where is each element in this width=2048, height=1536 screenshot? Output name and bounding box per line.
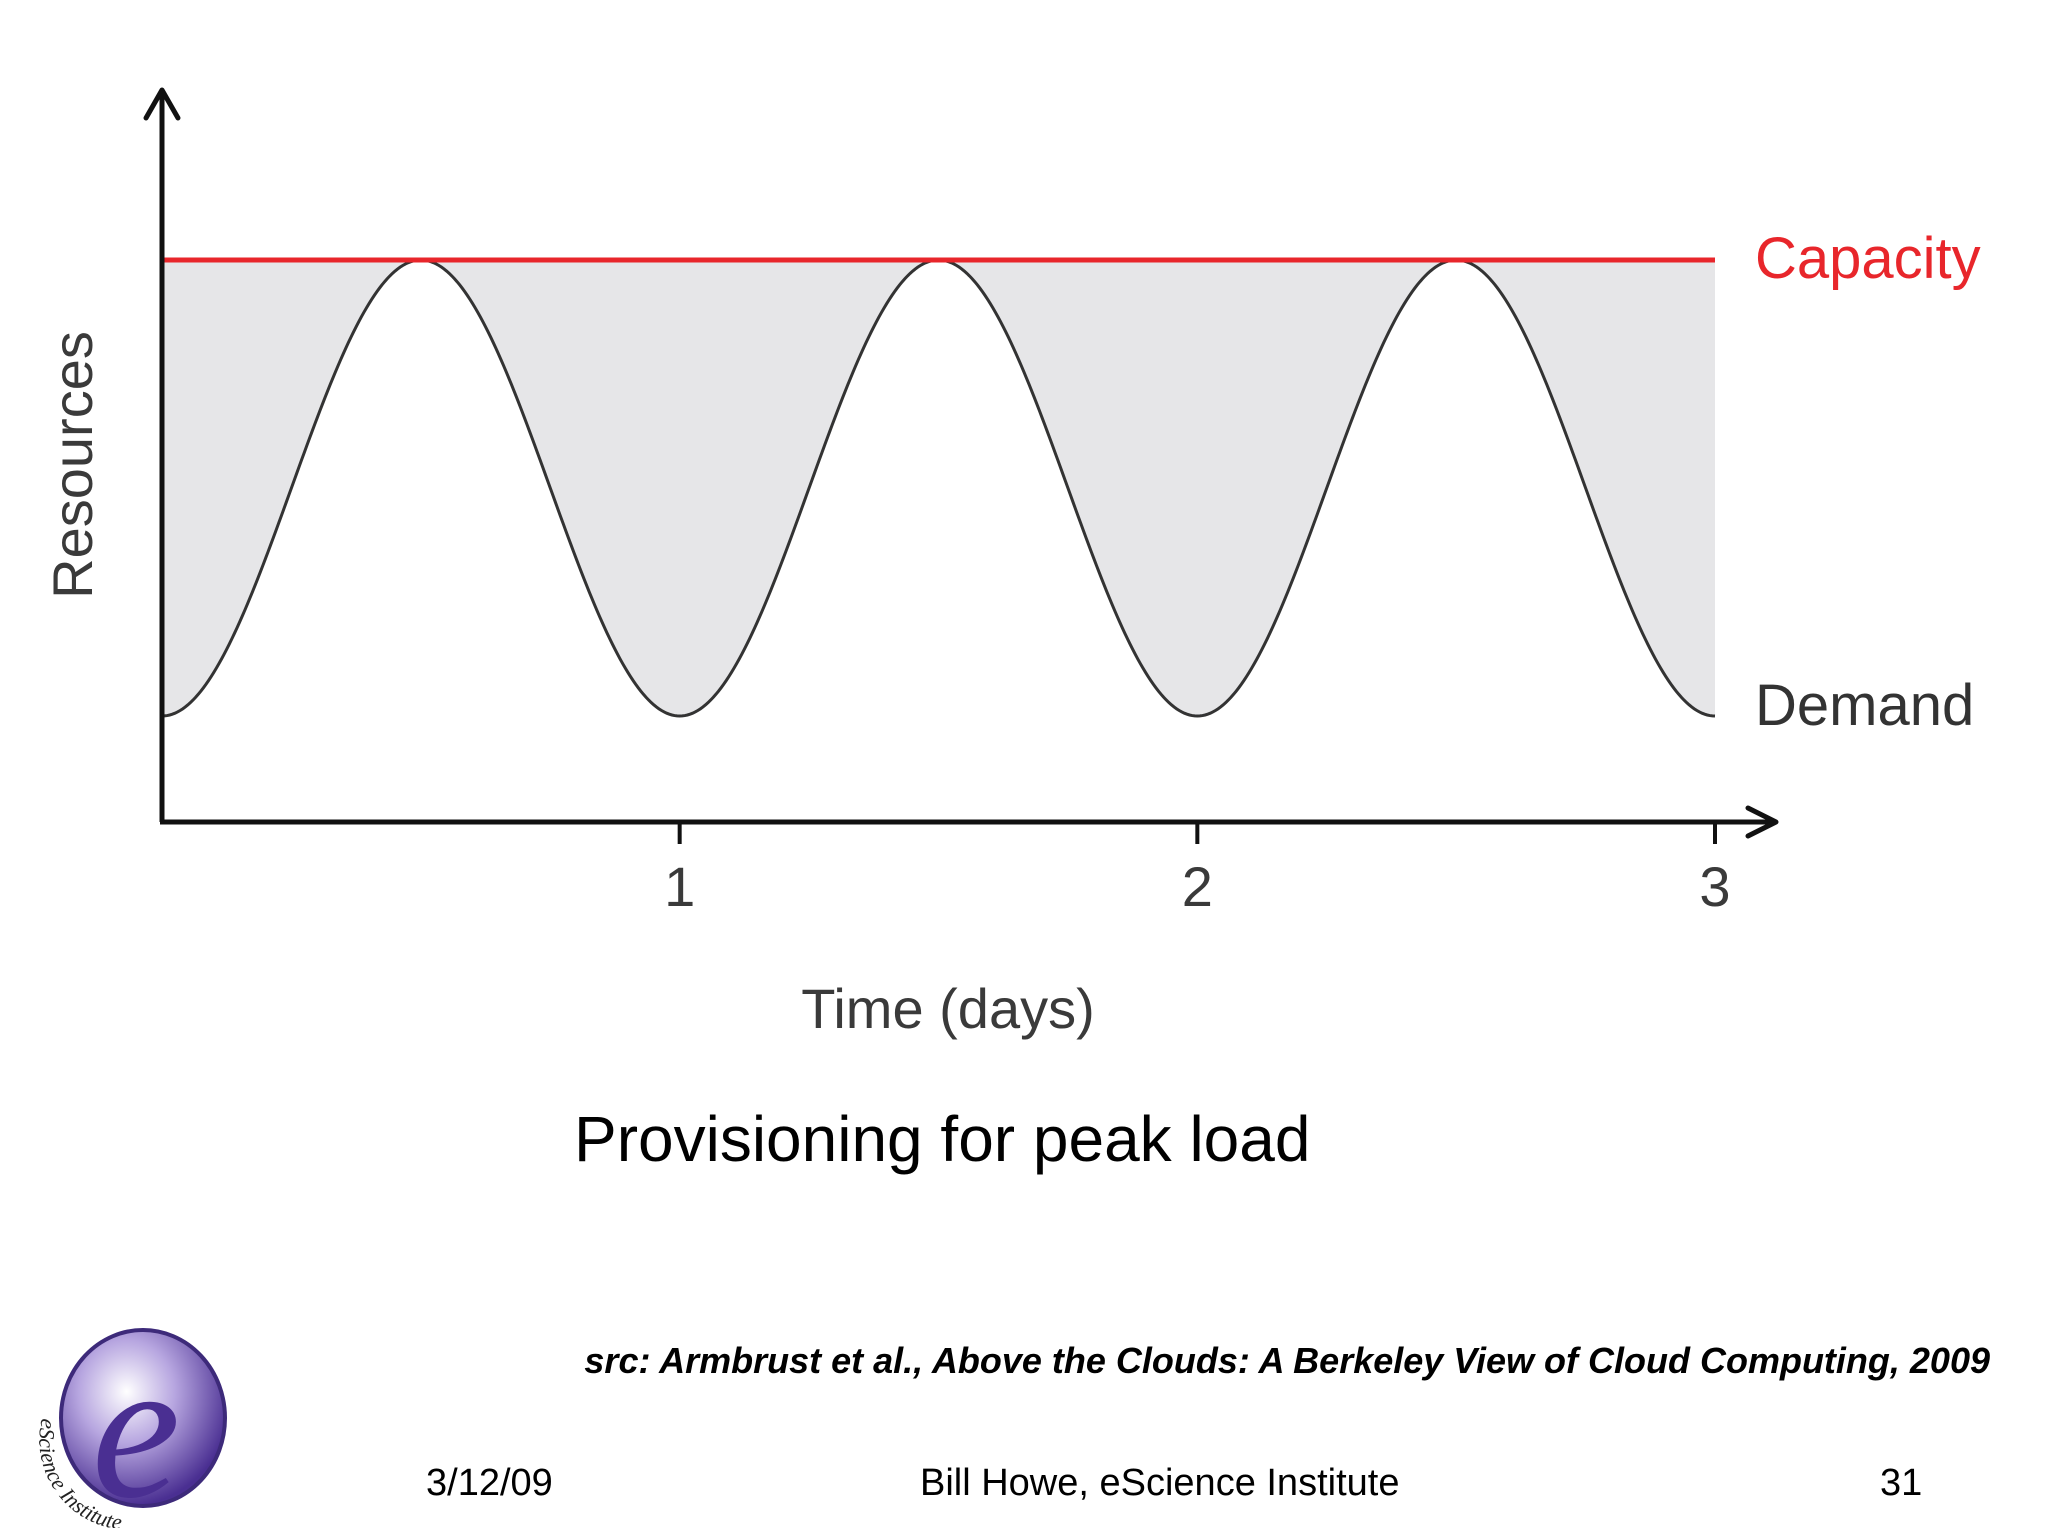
slide-caption: Provisioning for peak load [574, 1103, 1311, 1175]
y-axis-arrowhead [143, 87, 181, 121]
escience-institute-logo: e eScience Institute [34, 1319, 227, 1528]
footer-date: 3/12/09 [426, 1462, 553, 1504]
logo-letter: e [92, 1319, 181, 1528]
x-tick-label: 3 [1699, 855, 1730, 918]
footer-page-number: 31 [1880, 1462, 1923, 1504]
demand-series-label: Demand [1755, 673, 1974, 738]
footer-author: Bill Howe, eScience Institute [920, 1462, 1400, 1504]
source-citation: src: Armbrust et al., Above the Clouds: … [584, 1340, 1990, 1381]
x-axis-arrowhead [1745, 805, 1779, 839]
demand-series-line [161, 258, 1716, 718]
y-axis-label: Resources [41, 331, 104, 599]
x-tick-label: 2 [1182, 855, 1213, 918]
x-axis-label: Time (days) [801, 977, 1095, 1040]
unused-capacity-area [162, 260, 1715, 716]
capacity-series-label: Capacity [1755, 226, 1981, 291]
x-tick-marks [677, 822, 1717, 844]
logo-disc [59, 1328, 227, 1508]
chart: 1 2 3 Resources Time (days) Capacity Deman… [41, 87, 1981, 1040]
x-tick-labels: 1 2 3 [664, 855, 1730, 918]
x-tick-label: 1 [664, 855, 695, 918]
